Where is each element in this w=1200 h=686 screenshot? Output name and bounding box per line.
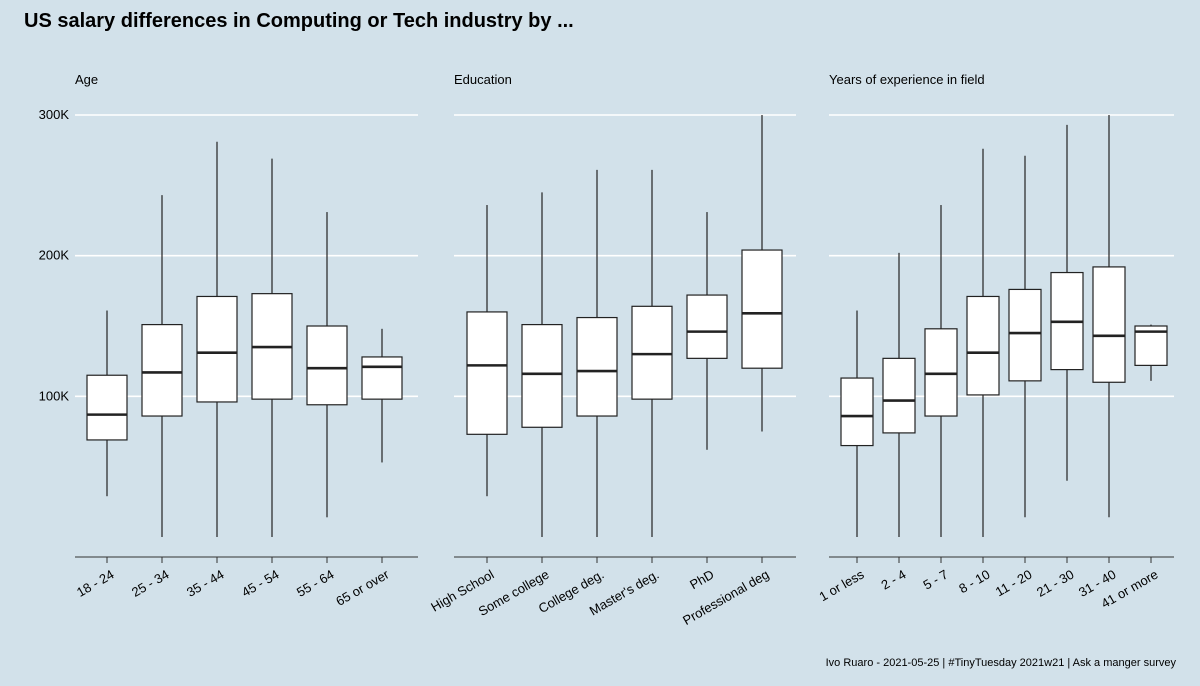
x-tick-label: 35 - 44 xyxy=(184,567,227,600)
chart-title: US salary differences in Computing or Te… xyxy=(24,10,574,32)
x-tick-label: 5 - 7 xyxy=(920,567,950,593)
box xyxy=(966,295,1000,396)
box xyxy=(1092,266,1126,383)
box xyxy=(1008,288,1042,382)
y-tick-label: 200K xyxy=(39,248,70,263)
box xyxy=(924,328,958,417)
box xyxy=(141,323,183,417)
box xyxy=(882,357,916,434)
x-tick-label: 25 - 34 xyxy=(129,567,172,600)
x-tick-label: PhD xyxy=(687,567,716,593)
box xyxy=(686,294,728,359)
x-tick-label: 1 or less xyxy=(816,566,866,604)
box xyxy=(576,316,618,417)
box xyxy=(361,356,403,400)
x-tick-label: 18 - 24 xyxy=(74,567,117,600)
caption: Ivo Ruaro - 2021-05-25 | #TinyTuesday 20… xyxy=(825,657,1176,669)
panel-title: Education xyxy=(454,72,512,87)
x-tick-label: 45 - 54 xyxy=(239,567,282,600)
x-tick-label: 8 - 10 xyxy=(956,567,992,597)
box xyxy=(631,305,673,400)
x-tick-label: 55 - 64 xyxy=(294,567,337,600)
x-tick-label: 65 or over xyxy=(333,566,392,609)
box xyxy=(840,377,874,447)
box xyxy=(466,311,508,435)
box xyxy=(306,325,348,406)
box xyxy=(86,374,128,441)
x-tick-label: 2 - 4 xyxy=(878,567,908,593)
panel-title: Age xyxy=(75,72,98,87)
x-tick-label: 21 - 30 xyxy=(1034,567,1077,600)
panel-title: Years of experience in field xyxy=(829,72,985,87)
x-tick-label: 11 - 20 xyxy=(993,567,1035,600)
box xyxy=(196,295,238,403)
box xyxy=(741,249,783,369)
y-tick-label: 100K xyxy=(39,388,70,403)
box xyxy=(521,323,563,428)
y-tick-label: 300K xyxy=(39,107,70,122)
